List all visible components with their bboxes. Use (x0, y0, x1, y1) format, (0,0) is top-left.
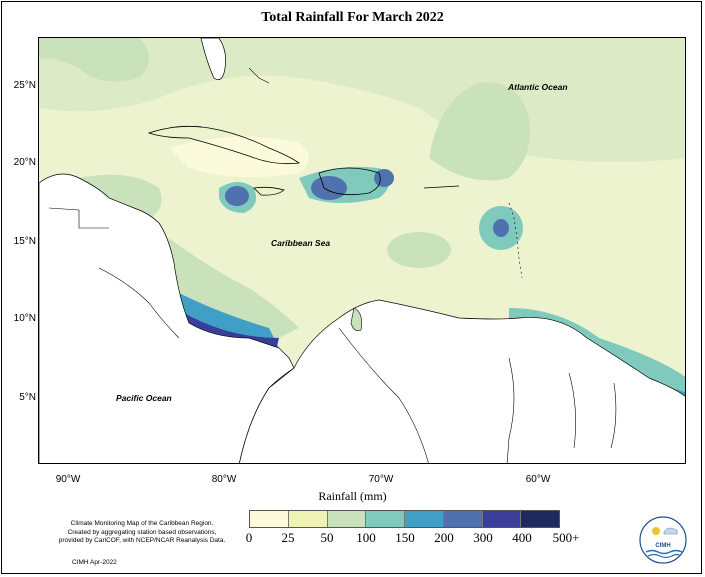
map-title: Total Rainfall For March 2022 (261, 10, 444, 25)
lon-tick-80w: 80°W (211, 474, 237, 485)
legend-swatch-300-400 (482, 511, 522, 527)
border-colombia-venezuela (338, 327, 429, 463)
footer-note-line1: Climate Monitoring Map of the Caribbean … (70, 520, 214, 527)
rain-field-central-sea (387, 232, 451, 268)
rain-field-antilles-core (493, 219, 509, 237)
pacific-ocean-label: Pacific Ocean (116, 393, 172, 403)
legend-swatch-200-300 (443, 511, 483, 527)
legend-tick-100: 100 (356, 530, 376, 545)
legend-swatch-50-100 (327, 511, 367, 527)
legend-tick-150: 150 (395, 530, 415, 545)
lon-tick-90w: 90°W (55, 474, 81, 485)
border-guatemala (48, 207, 109, 229)
legend-swatch-150-200 (405, 511, 444, 527)
land-cuba (147, 125, 301, 165)
sun-icon (652, 527, 660, 535)
legend-tick-500plus: 500+ (552, 530, 580, 545)
lat-tick-20n: 20°N (13, 157, 36, 168)
cloud-icon (663, 527, 678, 535)
legend-tick-0: 0 (245, 530, 253, 545)
lon-tick-70w: 70°W (368, 474, 394, 485)
color-legend (249, 510, 560, 528)
legend-swatch-400-500 (521, 511, 559, 527)
land-lesser-antilles (508, 202, 523, 279)
footer-note-line3: provided by CariCOF, with NCEP/NCAR Rean… (58, 537, 226, 544)
rain-field-gulf (39, 38, 149, 82)
border-suriname (568, 372, 576, 449)
cimh-logo: CIMH (639, 516, 687, 564)
rain-field-cuba (169, 136, 309, 177)
wave-icon (645, 549, 683, 555)
atlantic-ocean-label: Atlantic Ocean (507, 82, 568, 92)
map-canvas: Atlantic Ocean Caribbean Sea Pacific Oce… (39, 38, 685, 463)
border-french-guiana (610, 382, 617, 449)
legend-tick-50: 50 (320, 530, 334, 545)
lat-tick-10n: 10°N (13, 313, 36, 324)
footer-note: Climate Monitoring Map of the Caribbean … (22, 520, 262, 546)
land-central-america (39, 173, 295, 463)
rain-field-pr (374, 169, 394, 187)
legend-tick-400: 400 (512, 530, 532, 545)
lat-tick-25n: 25°N (13, 80, 36, 91)
legend-swatch-100-150 (366, 511, 405, 527)
footer-credit: CIMH Apr-2022 (72, 559, 117, 566)
legend-tick-200: 200 (434, 530, 454, 545)
land-lake-maracaibo (350, 307, 362, 331)
lon-tick-60w: 60°W (525, 474, 551, 485)
border-central-america (98, 267, 180, 339)
logo-text: CIMH (655, 543, 670, 549)
rain-field-hispaniola-core (311, 176, 347, 200)
lat-tick-5n: 5°N (19, 392, 36, 403)
legend-tick-300: 300 (473, 530, 493, 545)
caribbean-sea-label: Caribbean Sea (271, 238, 330, 248)
land-puerto-rico (423, 185, 460, 189)
legend-tick-25: 25 (281, 530, 295, 545)
land-hispaniola (318, 167, 381, 196)
rainfall-map: Atlantic Ocean Caribbean Sea Pacific Oce… (38, 37, 686, 464)
legend-swatch-0-25 (250, 511, 289, 527)
land-florida (200, 38, 226, 80)
border-guyana (506, 357, 515, 463)
lat-tick-15n: 15°N (13, 236, 36, 247)
rain-field-atlantic (429, 82, 530, 181)
legend-swatch-25-50 (288, 511, 328, 527)
legend-title: Rainfall (mm) (318, 489, 387, 503)
rain-field-jamaica-core (225, 186, 249, 206)
land-jamaica (253, 186, 285, 196)
land-bahamas (248, 67, 270, 84)
footer-note-line2: Created by aggregating station based obs… (67, 528, 217, 536)
